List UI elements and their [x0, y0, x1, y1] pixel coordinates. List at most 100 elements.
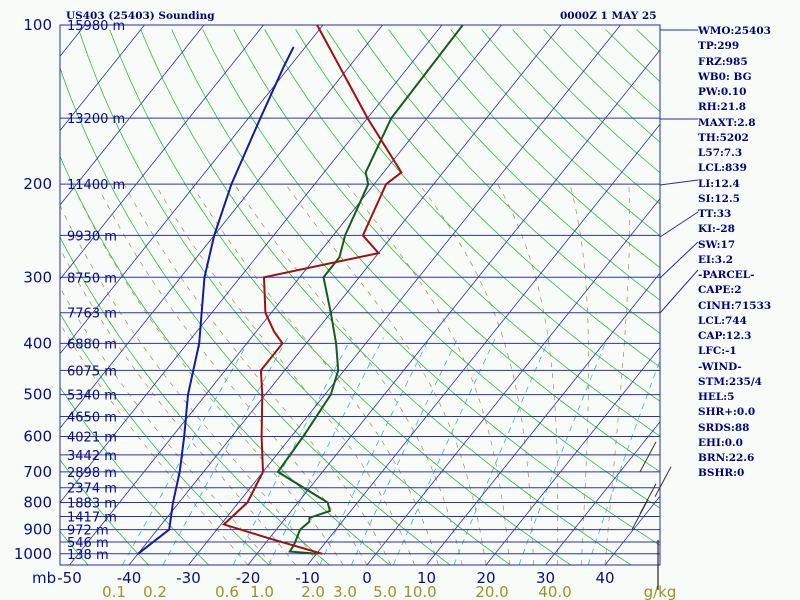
mixing-ratio-label: 5.0 — [373, 583, 397, 600]
index-item: TH:5202 — [698, 131, 749, 144]
dry-adiabat — [295, 29, 660, 402]
pressure-tick-label: 500 — [23, 386, 52, 404]
index-item: SRDS:88 — [698, 421, 750, 434]
moist-adiabat — [60, 286, 273, 565]
dry-adiabat — [326, 29, 660, 368]
dry-adiabat — [78, 29, 511, 565]
pressure-tick-label: 900 — [23, 521, 52, 539]
isotherm — [247, 49, 660, 565]
mixing-ratio-label: 20.0 — [475, 583, 508, 600]
index-item: SW:17 — [698, 238, 736, 251]
index-item: SI:12.5 — [698, 192, 740, 205]
index-item: RH:21.8 — [698, 101, 747, 114]
index-item: STM:235/4 — [698, 375, 762, 388]
index-item: CAP:12.3 — [698, 330, 752, 342]
sounding-time: 0000Z 1 MAY 25 — [560, 10, 657, 22]
mixing-ratio-label: 3.0 — [333, 583, 357, 600]
temperature-tick-label: 10 — [417, 569, 436, 587]
station-title: US403 (25403) Sounding — [66, 10, 215, 22]
wind-barbs — [631, 441, 672, 590]
pressure-tick-label: 300 — [23, 268, 52, 286]
dry-adiabat — [419, 29, 660, 269]
index-item: WMO:25403 — [698, 25, 771, 37]
mixing-ratio-line — [268, 337, 384, 565]
index-item: EI:3.2 — [698, 253, 734, 266]
temperature-tick-label: 30 — [536, 569, 555, 587]
mixing-ratio-unit: g/kg — [644, 583, 677, 600]
wind-barb — [639, 441, 657, 473]
isotherm — [545, 421, 660, 565]
background-lines — [0, 25, 660, 566]
pressure-tick-label: 100 — [23, 16, 52, 34]
dry-adiabat — [60, 236, 330, 565]
height-label: 2374 m — [67, 482, 117, 497]
mixing-ratio-line — [351, 337, 459, 565]
height-label: 6880 m — [67, 337, 117, 352]
dry-adiabat — [60, 312, 270, 565]
index-item: TP:299 — [698, 40, 740, 53]
index-item: LCL:839 — [698, 162, 747, 175]
index-leader-line — [659, 241, 699, 279]
wind-barb — [631, 499, 649, 530]
wind-barb — [654, 466, 672, 497]
pressure-tick-label: 700 — [23, 463, 52, 481]
index-item: LFC:-1 — [698, 345, 737, 358]
isotherm — [366, 198, 660, 565]
height-label: 8750 m — [67, 271, 117, 286]
isotherm — [188, 25, 621, 565]
mixing-ratio-line — [122, 337, 252, 565]
index-item: LCL:744 — [698, 314, 747, 327]
index-item: MAXT:2.8 — [698, 116, 756, 129]
height-label: 1417 m — [67, 510, 117, 525]
index-item: HEL:5 — [698, 391, 735, 403]
mixing-ratio-line — [587, 359, 660, 565]
height-label: 2898 m — [67, 466, 117, 481]
height-label: 5340 m — [67, 389, 117, 404]
height-label: 6075 m — [67, 364, 117, 379]
dry-adiabat — [0, 30, 28, 566]
mixing-ratio-label: 40.0 — [538, 583, 571, 600]
mixing-ratio-label: 10.0 — [403, 583, 436, 600]
index-item: BSHR:0 — [698, 467, 745, 480]
index-item: FRZ:985 — [698, 55, 748, 68]
height-label: 11400 m — [67, 178, 125, 193]
index-item: BRN:22.6 — [698, 452, 755, 464]
index-item: -WIND- — [698, 360, 742, 373]
index-item: KI:-28 — [698, 223, 735, 236]
dry-adiabat — [109, 29, 572, 565]
isotherm — [60, 25, 324, 355]
moist-adiabat — [497, 184, 559, 565]
mixing-ratio-label: 1.0 — [250, 583, 274, 600]
temperature-tick-label: -40 — [117, 569, 142, 587]
index-leader-line — [659, 211, 699, 238]
height-label: 13200 m — [67, 112, 125, 127]
height-label: 3442 m — [67, 449, 117, 464]
moist-adiabat — [60, 247, 296, 565]
height-label: 546 m — [67, 536, 109, 551]
isotherm — [60, 25, 205, 206]
height-label: 9930 m — [67, 229, 117, 244]
isotherm — [60, 25, 264, 281]
moist-adiabat — [346, 183, 511, 565]
index-leader-line — [659, 269, 699, 314]
temperature-tick-label: 20 — [476, 569, 495, 587]
isotherm — [307, 123, 660, 565]
dry-adiabat — [264, 29, 660, 437]
mixing-ratio-label: 0.1 — [102, 583, 126, 600]
isotherm — [60, 25, 383, 429]
dry-adiabat — [60, 459, 149, 565]
moist-adiabat — [569, 184, 589, 565]
index-item: WB0: BG — [698, 70, 752, 83]
mixing-ratio-line — [453, 337, 551, 565]
height-label: 138 m — [67, 548, 109, 563]
index-item: CINH:71533 — [698, 299, 772, 312]
mixing-ratio-line — [518, 337, 608, 565]
moist-adiabat — [191, 184, 439, 565]
dry-adiabat — [202, 29, 660, 509]
index-item: L57:7.3 — [698, 147, 743, 159]
temperature-tick-label: 40 — [595, 569, 614, 587]
moist-adiabat — [604, 184, 630, 565]
temperature-tick-label: -50 — [57, 569, 82, 587]
